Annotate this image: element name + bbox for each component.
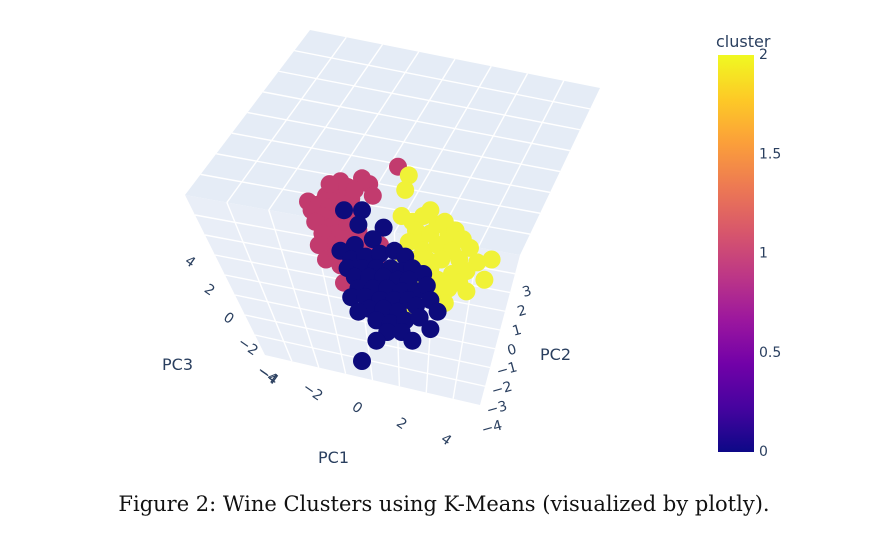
pc3-axis-label: PC3 xyxy=(162,355,193,374)
tick-label: 0 xyxy=(349,399,365,417)
tick-label: 4 xyxy=(182,253,199,271)
tick-label: 0 xyxy=(506,341,519,359)
data-point[interactable] xyxy=(429,303,447,321)
data-point[interactable] xyxy=(321,175,339,193)
tick-label: −4 xyxy=(480,418,504,439)
tick-label: −2 xyxy=(490,379,514,400)
pc1-axis-label: PC1 xyxy=(318,448,349,467)
colorbar-ticks: 2 1.5 1 0.5 0 xyxy=(759,47,781,460)
data-point[interactable] xyxy=(483,251,501,269)
tick-label: −4 xyxy=(254,363,280,388)
colorbar-tick-label: 1 xyxy=(759,246,768,262)
tick-label: 0 xyxy=(220,309,236,327)
data-point[interactable] xyxy=(457,282,475,300)
figure-caption: Figure 2: Wine Clusters using K-Means (v… xyxy=(0,492,888,516)
tick-label: −2 xyxy=(299,380,325,405)
tick-label: 4 xyxy=(438,431,455,449)
colorbar: cluster 21.510.50 xyxy=(716,32,781,460)
data-point[interactable] xyxy=(335,201,353,219)
colorbar-tick-label: 2 xyxy=(759,47,768,63)
colorbar-tick-label: 0 xyxy=(759,444,768,460)
data-point[interactable] xyxy=(364,187,382,205)
data-point[interactable] xyxy=(396,181,414,199)
data-point[interactable] xyxy=(346,181,364,199)
data-point[interactable] xyxy=(349,216,367,234)
colorbar-tick-label: 0.5 xyxy=(759,345,781,361)
tick-label: 2 xyxy=(201,281,217,299)
data-point[interactable] xyxy=(367,332,385,350)
data-point[interactable] xyxy=(421,320,439,338)
tick-label: 2 xyxy=(393,415,409,433)
colorbar-gradient xyxy=(718,55,754,452)
colorbar-tick-label: 1.5 xyxy=(759,146,781,162)
data-point[interactable] xyxy=(349,303,367,321)
tick-label: −3 xyxy=(485,398,509,419)
pc2-axis-label: PC2 xyxy=(540,345,571,364)
data-point[interactable] xyxy=(403,332,421,350)
data-point[interactable] xyxy=(353,352,371,370)
data-point[interactable] xyxy=(475,271,493,289)
